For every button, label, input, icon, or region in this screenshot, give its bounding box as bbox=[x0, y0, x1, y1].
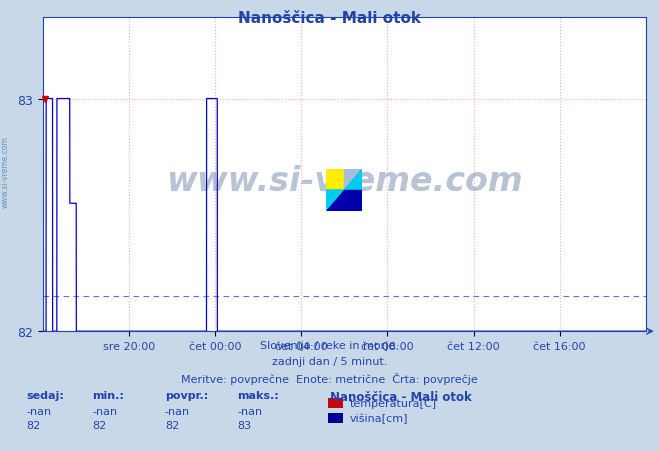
Text: min.:: min.: bbox=[92, 390, 124, 400]
Text: 82: 82 bbox=[26, 420, 41, 430]
Polygon shape bbox=[326, 169, 362, 212]
Polygon shape bbox=[326, 190, 362, 212]
Text: 82: 82 bbox=[165, 420, 179, 430]
Text: -nan: -nan bbox=[26, 406, 51, 416]
Text: 82: 82 bbox=[92, 420, 107, 430]
Text: Meritve: povprečne  Enote: metrične  Črta: povprečje: Meritve: povprečne Enote: metrične Črta:… bbox=[181, 372, 478, 384]
Text: temperatura[C]: temperatura[C] bbox=[349, 398, 436, 408]
Text: www.si-vreme.com: www.si-vreme.com bbox=[166, 165, 523, 198]
Text: Nanoščica - Mali otok: Nanoščica - Mali otok bbox=[238, 11, 421, 26]
Text: Nanoščica - Mali otok: Nanoščica - Mali otok bbox=[330, 390, 471, 403]
Text: povpr.:: povpr.: bbox=[165, 390, 208, 400]
Polygon shape bbox=[344, 169, 362, 190]
Text: -nan: -nan bbox=[237, 406, 262, 416]
Text: višina[cm]: višina[cm] bbox=[349, 413, 408, 423]
Text: -nan: -nan bbox=[92, 406, 117, 416]
Text: maks.:: maks.: bbox=[237, 390, 279, 400]
Text: -nan: -nan bbox=[165, 406, 190, 416]
Text: zadnji dan / 5 minut.: zadnji dan / 5 minut. bbox=[272, 356, 387, 366]
Text: Slovenija / reke in morje.: Slovenija / reke in morje. bbox=[260, 341, 399, 350]
Polygon shape bbox=[326, 169, 344, 190]
Text: sedaj:: sedaj: bbox=[26, 390, 64, 400]
Text: 83: 83 bbox=[237, 420, 251, 430]
Text: www.si-vreme.com: www.si-vreme.com bbox=[1, 135, 10, 207]
